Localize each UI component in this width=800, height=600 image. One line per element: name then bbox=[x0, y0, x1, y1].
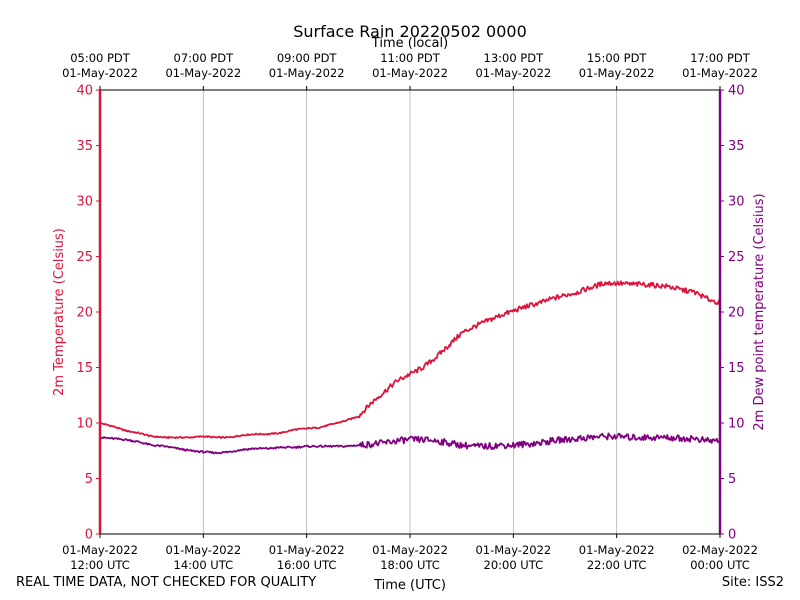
xtick-label-top-date: 01-May-2022 bbox=[269, 66, 345, 80]
xtick-label-top-date: 01-May-2022 bbox=[372, 66, 448, 80]
top-axis-title: Time (local) bbox=[371, 36, 448, 51]
y-axis-label-right: 2m Dew point temperature (Celsius) bbox=[752, 193, 767, 430]
xtick-label-top-time: 17:00 PDT bbox=[690, 51, 751, 65]
quality-disclaimer: REAL TIME DATA, NOT CHECKED FOR QUALITY bbox=[16, 575, 317, 590]
xtick-label-top-time: 07:00 PDT bbox=[174, 51, 235, 65]
xtick-label-bottom-date: 01-May-2022 bbox=[579, 543, 655, 557]
series-line-dewpoint bbox=[99, 432, 721, 455]
xtick-label-top-date: 01-May-2022 bbox=[475, 66, 551, 80]
ytick-label-left: 35 bbox=[76, 139, 93, 154]
ytick-label-left: 10 bbox=[76, 417, 93, 432]
ytick-label-left: 15 bbox=[76, 361, 93, 376]
xtick-label-bottom-date: 02-May-2022 bbox=[682, 543, 758, 557]
ytick-label-right: 10 bbox=[728, 417, 745, 432]
xtick-label-top-time: 11:00 PDT bbox=[380, 51, 441, 65]
ytick-label-left: 25 bbox=[76, 250, 93, 265]
ytick-label-left: 40 bbox=[76, 84, 93, 99]
xtick-label-bottom-date: 01-May-2022 bbox=[372, 543, 448, 557]
x-axis-label: Time (UTC) bbox=[373, 578, 446, 593]
y-axis-label-left: 2m Temperature (Celsius) bbox=[52, 228, 67, 396]
grid-lines bbox=[202, 90, 618, 534]
ytick-label-right: 25 bbox=[728, 250, 745, 265]
ytick-label-right: 35 bbox=[728, 139, 745, 154]
xtick-label-top-date: 01-May-2022 bbox=[579, 66, 655, 80]
xtick-label-bottom-time: 22:00 UTC bbox=[587, 558, 647, 572]
series-line-temperature bbox=[99, 280, 721, 440]
xtick-label-top-time: 15:00 PDT bbox=[587, 51, 648, 65]
ytick-label-right: 0 bbox=[728, 528, 736, 543]
xtick-label-top-time: 13:00 PDT bbox=[484, 51, 545, 65]
xtick-label-top-date: 01-May-2022 bbox=[62, 66, 138, 80]
xtick-label-bottom-date: 01-May-2022 bbox=[165, 543, 241, 557]
xtick-label-bottom-time: 20:00 UTC bbox=[484, 558, 544, 572]
xtick-label-bottom-time: 00:00 UTC bbox=[690, 558, 750, 572]
xtick-label-bottom-date: 01-May-2022 bbox=[62, 543, 138, 557]
tick-labels: 0 0 5 5 10 10 15 15 20 20 25 25 30 30 35 35 40 40 01-May-2… bbox=[62, 51, 758, 572]
xtick-label-top-time: 09:00 PDT bbox=[277, 51, 338, 65]
xtick-label-bottom-time: 16:00 UTC bbox=[277, 558, 337, 572]
ytick-label-right: 30 bbox=[728, 195, 745, 210]
chart-title: Surface Rain 20220502 0000 bbox=[293, 22, 527, 41]
xtick-label-top-time: 05:00 PDT bbox=[70, 51, 131, 65]
ytick-label-left: 5 bbox=[85, 472, 93, 487]
ytick-label-left: 30 bbox=[76, 195, 93, 210]
ytick-label-right: 5 bbox=[728, 472, 736, 487]
ytick-label-right: 20 bbox=[728, 306, 745, 321]
ytick-label-right: 15 bbox=[728, 361, 745, 376]
ytick-label-right: 40 bbox=[728, 84, 745, 99]
ytick-label-left: 0 bbox=[85, 528, 93, 543]
series-lines bbox=[99, 280, 721, 455]
ytick-label-left: 20 bbox=[76, 306, 93, 321]
xtick-label-bottom-date: 01-May-2022 bbox=[269, 543, 345, 557]
xtick-label-bottom-time: 12:00 UTC bbox=[70, 558, 130, 572]
axes bbox=[96, 86, 724, 538]
xtick-label-top-date: 01-May-2022 bbox=[682, 66, 758, 80]
site-label: Site: ISS2 bbox=[721, 575, 784, 590]
xtick-label-bottom-time: 14:00 UTC bbox=[174, 558, 234, 572]
xtick-label-bottom-time: 18:00 UTC bbox=[380, 558, 440, 572]
xtick-label-top-date: 01-May-2022 bbox=[165, 66, 241, 80]
xtick-label-bottom-date: 01-May-2022 bbox=[475, 543, 551, 557]
